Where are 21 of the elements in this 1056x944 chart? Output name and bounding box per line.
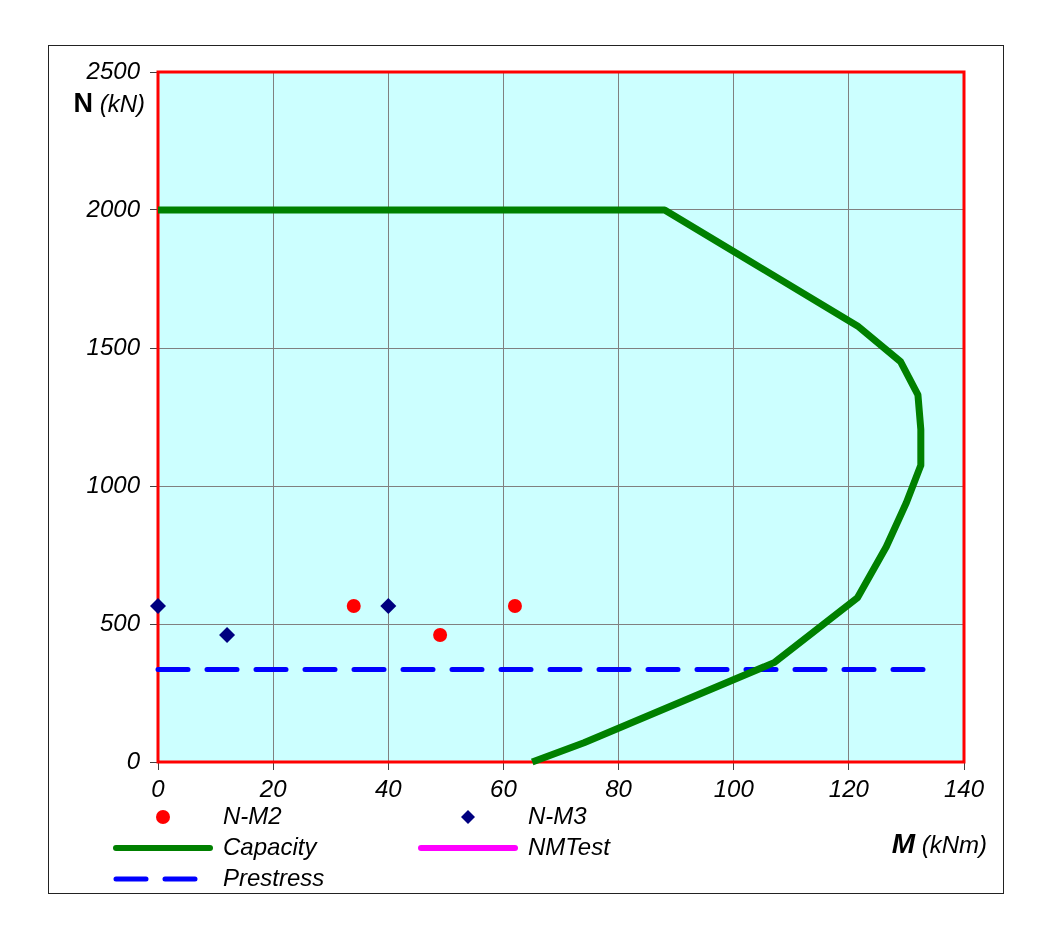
y-axis-title: N (kN) [73, 88, 145, 118]
x-tick-label: 40 [374, 775, 403, 803]
x-tick-label: 60 [490, 775, 518, 803]
x-tick-label: 20 [258, 775, 288, 803]
legend-label: NMTest [528, 832, 612, 860]
legend-label: Capacity [223, 832, 319, 860]
x-tick-label: 120 [828, 775, 870, 803]
y-tick-label: 2000 [85, 194, 141, 222]
x-tick-label: 140 [943, 775, 985, 803]
y-tick-label: 1000 [86, 470, 141, 498]
x-tick-label: 0 [151, 775, 166, 803]
y-tick-label: 500 [99, 608, 141, 636]
x-axis-title: M (kNm) [891, 828, 988, 859]
legend-label: N-M3 [528, 801, 588, 829]
y-tick-label: 1500 [86, 332, 141, 360]
legend-label: N-M2 [223, 801, 282, 829]
legend-label: Prestress [223, 863, 325, 891]
y-tick-label: 0 [126, 746, 141, 774]
x-tick-label: 80 [605, 775, 633, 803]
y-tick-label: 2500 [85, 56, 141, 84]
x-tick-label: 100 [713, 775, 755, 803]
